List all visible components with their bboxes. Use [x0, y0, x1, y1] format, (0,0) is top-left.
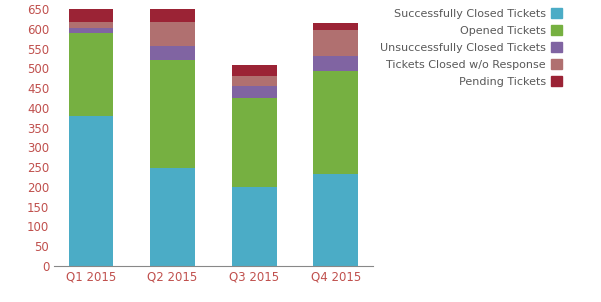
Bar — [150, 168, 195, 266]
Bar — [232, 65, 276, 76]
Bar — [150, 22, 195, 46]
Bar — [150, 9, 195, 22]
Bar — [313, 31, 358, 56]
Bar — [150, 60, 195, 168]
Legend: Successfully Closed Tickets, Opened Tickets, Unsuccessfully Closed Tickets, Tick: Successfully Closed Tickets, Opened Tick… — [376, 4, 566, 91]
Bar — [69, 27, 114, 33]
Bar — [313, 72, 358, 174]
Bar — [232, 86, 276, 98]
Bar — [313, 174, 358, 266]
Bar — [69, 33, 114, 117]
Bar — [69, 5, 114, 22]
Bar — [150, 46, 195, 60]
Bar — [313, 56, 358, 72]
Bar — [232, 76, 276, 86]
Bar — [69, 22, 114, 27]
Bar — [232, 187, 276, 266]
Bar — [313, 23, 358, 31]
Bar — [69, 117, 114, 266]
Bar — [232, 98, 276, 187]
